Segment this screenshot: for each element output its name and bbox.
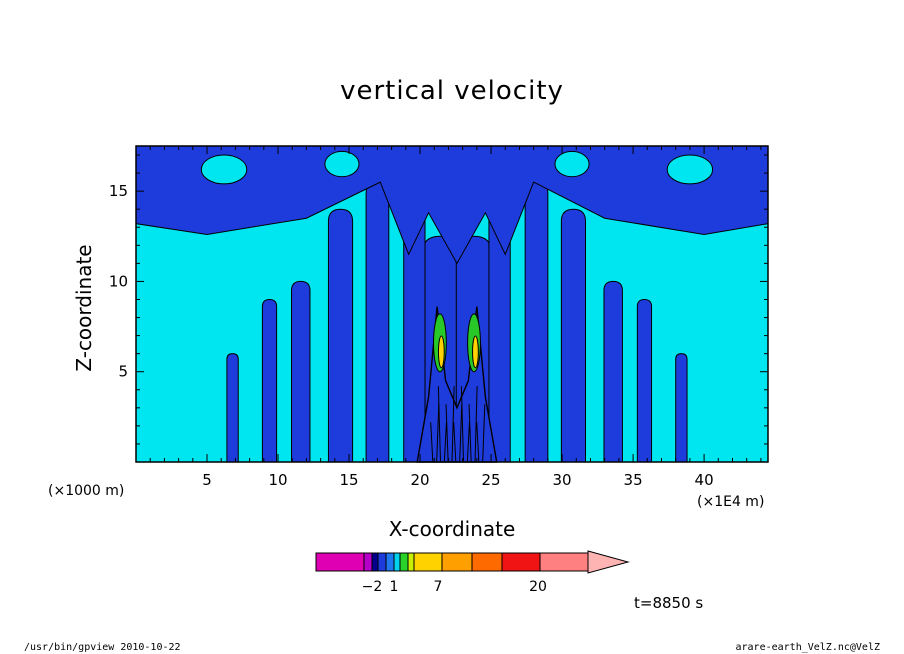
contour-stripe [291,280,311,463]
contour-blob [666,154,714,185]
colorbar-tick-label: −2 [362,579,383,595]
colorbar-cell [393,552,401,572]
contour-stripe [524,181,549,463]
core-contour-line [445,404,449,463]
core-contour-line [482,404,486,463]
core-contour-line [430,422,434,463]
colorbar-cell [363,552,373,572]
x-unit-left: (×1000 m) [48,483,125,499]
core-contour-line [453,422,457,463]
colorbar-cell [441,552,473,572]
contour-blob [200,154,248,185]
y-tick-label: 10 [109,272,128,290]
core-contour-line [459,404,463,463]
colorbar-cell [471,552,503,572]
y-tick-label: 15 [109,182,128,200]
contour-stripe [261,298,278,463]
colorbar-tick-label: 20 [529,579,547,595]
colorbar-cell [413,552,443,572]
x-tick-label: 10 [268,471,287,489]
plot-frame [135,145,769,463]
core-contour-line [451,386,455,463]
core-contour-line [476,422,480,463]
contour-stripe [603,280,623,463]
contour-blob [324,150,360,178]
x-tick-label: 5 [202,471,212,489]
colorbar-cell [385,552,395,572]
core-contour-line [436,404,440,463]
contour-stripe [675,353,688,463]
core-contour-line [443,422,447,463]
colorbar-cell [399,552,409,572]
time-label: t=8850 s [634,594,704,612]
x-tick-label: 20 [410,471,429,489]
contour-stripe [365,181,390,463]
core-contour-line [474,386,478,463]
x-tick-label: 25 [482,471,501,489]
colorbar-cell [539,552,589,572]
core-contour-line [468,404,472,463]
x-tick-label: 15 [339,471,358,489]
contour-top-band [135,145,769,265]
colorbar-cell [501,552,541,572]
colorbar-cell [315,552,365,572]
y-tick-label: 5 [118,363,128,381]
x-unit-right: (×1E4 m) [697,494,765,510]
colorbar-cell [377,552,387,572]
colorbar-tick-label: 7 [434,579,443,595]
x-axis-label: X-coordinate [388,517,516,541]
core-contour-line [460,386,465,463]
x-tick-label: 30 [553,471,572,489]
colorbar-arrow [587,550,630,574]
footer-left: /usr/bin/gpview 2010-10-22 [24,642,181,653]
updraft-yellow [437,335,445,369]
x-tick-label: 40 [695,471,714,489]
contour-stripe [327,208,354,463]
contour-stripe [636,298,653,463]
footer-right: arare-earth_VelZ.nc@VelZ [735,642,881,653]
contour-stripe [226,353,239,463]
contour-blob [554,150,590,178]
core-contour-line [437,386,441,463]
y-axis-label: Z-coordinate [72,244,96,372]
colorbar-cell [371,552,379,572]
chart-title: vertical velocity [340,76,564,106]
colorbar-tick-label: 1 [390,579,399,595]
x-tick-label: 35 [624,471,643,489]
contour-stripe [560,208,587,463]
core-contour-line [466,422,470,463]
colorbar-cell [407,552,415,572]
updraft-yellow [472,335,479,369]
